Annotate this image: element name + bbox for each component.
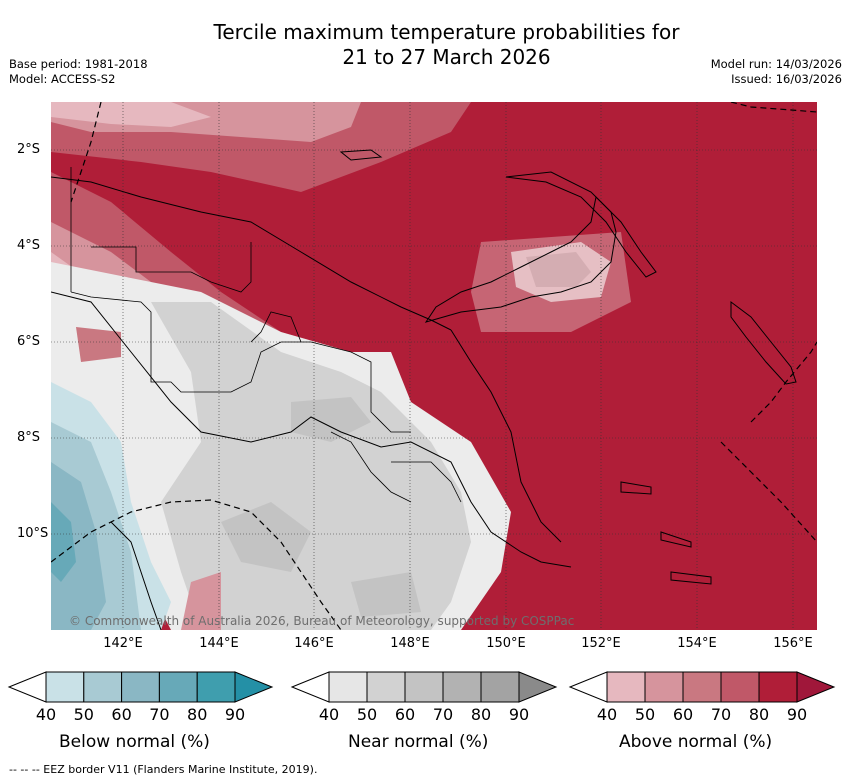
below-color-segment	[45, 671, 85, 703]
below-color-segment	[121, 671, 160, 703]
lon-tick: 142°E	[103, 636, 143, 651]
new-guinea-north-coast	[51, 176, 452, 331]
above-extend-high	[796, 671, 836, 703]
below-normal-darkest	[51, 502, 76, 582]
new-britain-above-ring	[471, 232, 631, 332]
near-color-segment	[404, 671, 444, 703]
near-normal-dark-2	[351, 572, 421, 617]
below-tick-label: 80	[187, 705, 208, 724]
near-tick-label: 90	[508, 705, 530, 724]
province-borders	[70, 167, 462, 503]
lon-tick: 146°E	[294, 636, 334, 651]
new-ireland-coast	[505, 171, 657, 278]
legend-colorbars	[7, 671, 836, 703]
probability-map	[51, 102, 817, 630]
legend-label-near: Near normal (%)	[348, 732, 489, 752]
lon-tick: 150°E	[486, 636, 526, 651]
near-extend-high	[518, 671, 558, 703]
cape-york-coast	[110, 521, 162, 630]
above-color-segment	[720, 671, 760, 703]
below-extend-high	[234, 671, 274, 703]
near-color-segment	[442, 671, 482, 703]
below-normal-dark	[51, 462, 106, 630]
above-tick-label: 50	[634, 705, 656, 724]
below-tick-label: 70	[149, 705, 170, 724]
model-run: Model run: 14/03/2026	[710, 57, 842, 71]
above-tick-label: 40	[596, 705, 618, 724]
lat-tick: 10°S	[17, 526, 49, 541]
meta-right: Model run: 14/03/2026 Issued: 16/03/2026	[711, 57, 842, 87]
near-normal-mid	[151, 302, 471, 630]
below-tick-label: 50	[73, 705, 94, 724]
colorbar-below-normal	[7, 671, 274, 703]
near-tick-label: 70	[432, 705, 454, 724]
near-color-segment	[480, 671, 520, 703]
lon-tick: 152°E	[581, 636, 621, 651]
copyright-note: © Commonwealth of Australia 2026, Bureau…	[69, 614, 575, 628]
base-period: Base period: 1981-2018	[9, 57, 148, 71]
above-color-segment	[682, 671, 722, 703]
above-extend-low	[568, 671, 608, 703]
papua-tail-coast	[450, 329, 562, 543]
lon-tick: 156°E	[773, 636, 813, 651]
lon-tick: 154°E	[677, 636, 717, 651]
legend-label-above: Above normal (%)	[619, 732, 773, 752]
lat-tick: 8°S	[17, 430, 41, 445]
near-normal-dark-3	[291, 397, 371, 442]
eez-borders	[51, 102, 817, 630]
below-extend-low	[7, 671, 47, 703]
above-color-segment	[644, 671, 684, 703]
near-tick-label: 40	[318, 705, 340, 724]
colorbar-above-normal	[568, 671, 836, 703]
above-tick-label: 90	[786, 705, 808, 724]
near-color-segment	[328, 671, 368, 703]
near-normal-dark-1	[221, 502, 311, 572]
lat-tick: 6°S	[17, 334, 41, 349]
above-tick-label: 60	[672, 705, 694, 724]
above-normal-band-palest	[51, 102, 211, 127]
above-tick-label: 80	[748, 705, 770, 724]
near-tick-label: 60	[394, 705, 416, 724]
new-guinea-south-coast	[51, 291, 572, 568]
lat-tick: 2°S	[17, 142, 41, 157]
meta-left: Base period: 1981-2018 Model: ACCESS-S2	[9, 57, 148, 87]
lat-tick: 4°S	[17, 238, 41, 253]
below-tick-label: 60	[111, 705, 132, 724]
map-title: Tercile maximum temperature probabilitie…	[0, 20, 850, 70]
above-normal-spot-south	[181, 572, 221, 630]
near-tick-label: 80	[470, 705, 492, 724]
below-color-segment	[196, 671, 236, 703]
lon-tick: 148°E	[390, 636, 430, 651]
coastlines	[51, 149, 797, 630]
solomon-islands	[620, 481, 712, 585]
below-tick-label: 90	[224, 705, 246, 724]
bougainville-coast	[730, 301, 797, 385]
near-extend-low	[290, 671, 330, 703]
above-color-segment	[606, 671, 646, 703]
title-line-2: 21 to 27 March 2026	[342, 45, 551, 69]
legend-label-below: Below normal (%)	[59, 732, 210, 752]
near-color-segment	[366, 671, 406, 703]
issued-date: Issued: 16/03/2026	[731, 72, 842, 86]
model-name: Model: ACCESS-S2	[9, 72, 116, 86]
colorbar-near-normal	[290, 671, 558, 703]
below-color-segment	[83, 671, 123, 703]
eez-footnote: -- -- -- EEZ border V11 (Flanders Marine…	[9, 763, 318, 776]
near-tick-label: 50	[356, 705, 378, 724]
graticule	[51, 102, 817, 630]
above-color-segment	[758, 671, 798, 703]
title-line-1: Tercile maximum temperature probabilitie…	[213, 20, 680, 44]
above-normal-spot-west	[76, 327, 121, 362]
above-tick-label: 70	[710, 705, 732, 724]
manus-island	[339, 149, 383, 161]
below-color-segment	[158, 671, 198, 703]
lon-tick: 144°E	[199, 636, 239, 651]
below-tick-label: 40	[35, 705, 57, 724]
